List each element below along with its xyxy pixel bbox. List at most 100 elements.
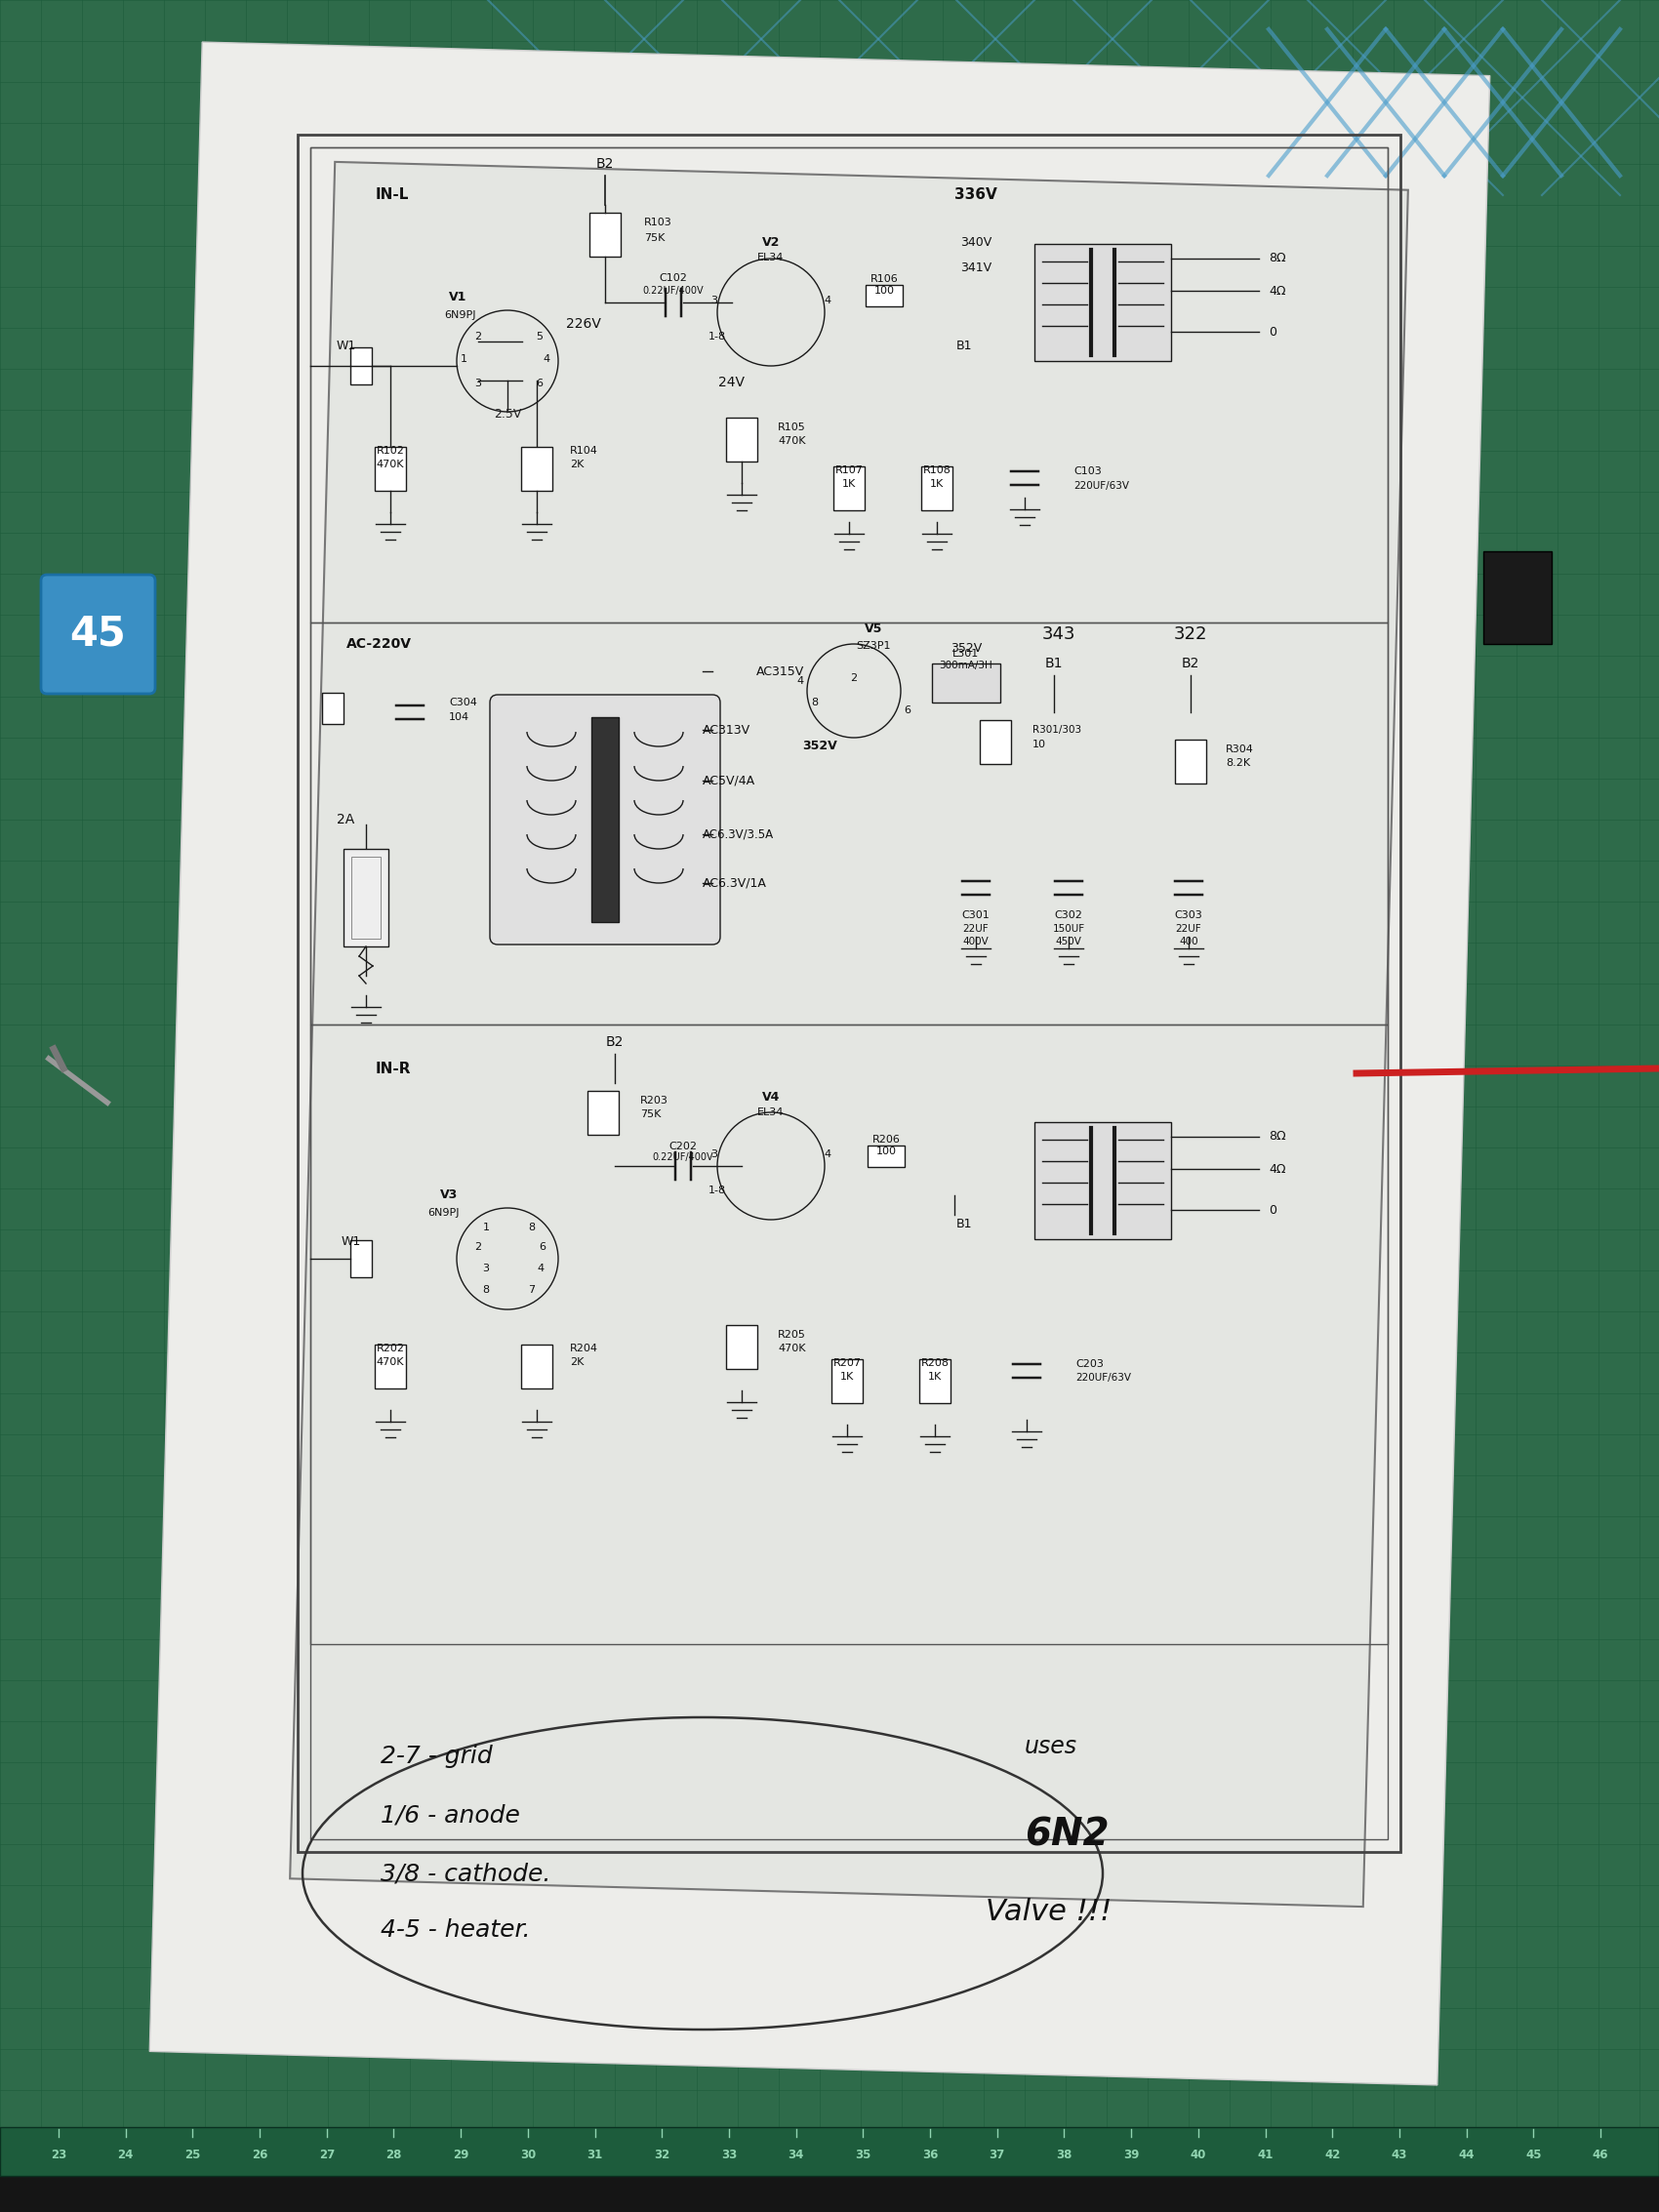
Bar <box>0 2128 1659 2212</box>
Text: 300mA/3H: 300mA/3H <box>939 661 992 670</box>
Text: 104: 104 <box>450 712 469 721</box>
Text: 470K: 470K <box>377 1358 405 1367</box>
Text: 352V: 352V <box>951 641 982 655</box>
Bar <box>591 717 619 922</box>
Text: 2: 2 <box>851 672 858 684</box>
Text: 46: 46 <box>1593 2148 1609 2161</box>
Text: 450V: 450V <box>1055 936 1082 947</box>
Text: R108: R108 <box>922 465 951 476</box>
FancyBboxPatch shape <box>489 695 720 945</box>
Text: 470K: 470K <box>377 460 405 469</box>
Text: 0.22UF/400V: 0.22UF/400V <box>642 285 703 296</box>
Text: 42: 42 <box>1324 2159 1340 2170</box>
Text: 39: 39 <box>1123 2166 1138 2177</box>
Text: 0: 0 <box>1269 325 1276 338</box>
Text: 36: 36 <box>922 2159 937 2170</box>
Text: 8: 8 <box>811 697 818 708</box>
Text: 33: 33 <box>722 2159 737 2170</box>
Text: 4: 4 <box>542 354 551 365</box>
Text: 32: 32 <box>654 2166 669 2177</box>
Bar <box>980 721 1010 763</box>
Text: 43: 43 <box>1392 2159 1407 2170</box>
Bar <box>1035 1121 1171 1239</box>
Bar <box>521 1345 552 1389</box>
Text: R203: R203 <box>640 1095 669 1106</box>
Polygon shape <box>290 161 1408 1907</box>
Text: 38: 38 <box>1057 2159 1072 2170</box>
Text: 28: 28 <box>387 2159 401 2170</box>
Bar <box>297 135 1400 1851</box>
Text: C301: C301 <box>962 911 990 920</box>
Text: 2: 2 <box>474 332 481 341</box>
Text: 1K: 1K <box>931 480 944 489</box>
Bar <box>0 2128 1659 2177</box>
Text: 4-5 - heater.: 4-5 - heater. <box>380 1918 531 1942</box>
Text: 336V: 336V <box>954 188 997 204</box>
Text: AC5V/4A: AC5V/4A <box>703 774 755 787</box>
Text: R103: R103 <box>644 217 672 228</box>
Text: 35: 35 <box>854 2148 871 2161</box>
Bar <box>866 285 902 307</box>
Text: R304: R304 <box>1226 745 1254 754</box>
Text: 322: 322 <box>1173 626 1208 644</box>
Text: 3: 3 <box>483 1263 489 1274</box>
Text: AC6.3V/3.5A: AC6.3V/3.5A <box>703 827 775 841</box>
Text: 2-7 - grid: 2-7 - grid <box>380 1745 493 1767</box>
Text: 39: 39 <box>1123 2159 1138 2170</box>
Text: 8Ω: 8Ω <box>1269 1130 1286 1144</box>
Text: 45: 45 <box>1526 2159 1541 2170</box>
Text: R208: R208 <box>921 1358 949 1367</box>
Text: 226V: 226V <box>566 316 601 332</box>
Text: R204: R204 <box>571 1343 599 1354</box>
Text: C103: C103 <box>1073 467 1102 476</box>
Text: 46: 46 <box>1593 2166 1608 2177</box>
Text: 45: 45 <box>1526 2166 1541 2177</box>
Text: 29: 29 <box>453 2148 469 2161</box>
Text: 24: 24 <box>118 2166 133 2177</box>
Text: C302: C302 <box>1055 911 1083 920</box>
Bar <box>1035 243 1171 361</box>
Text: 34: 34 <box>788 2166 803 2177</box>
Text: B2: B2 <box>606 1035 624 1048</box>
Text: 24: 24 <box>118 2159 133 2170</box>
Text: 26: 26 <box>252 2148 267 2161</box>
Text: Valve !!!: Valve !!! <box>985 1898 1112 1927</box>
Text: R301/303: R301/303 <box>1032 726 1082 734</box>
Bar <box>375 1345 406 1389</box>
Text: EL34: EL34 <box>758 1108 785 1117</box>
Text: C203: C203 <box>1075 1358 1103 1369</box>
Bar <box>587 1091 619 1135</box>
Text: 43: 43 <box>1392 2166 1407 2177</box>
Text: V4: V4 <box>761 1091 780 1104</box>
Bar <box>322 692 343 723</box>
Text: 2: 2 <box>474 1243 481 1252</box>
Text: 27: 27 <box>319 2148 335 2161</box>
Text: 40: 40 <box>1191 2166 1206 2177</box>
Text: 100: 100 <box>874 285 894 296</box>
Text: 24: 24 <box>118 2148 134 2161</box>
Text: EL34: EL34 <box>758 252 785 263</box>
Bar <box>921 467 952 511</box>
Text: AC315V: AC315V <box>757 666 805 677</box>
Text: C303: C303 <box>1175 911 1203 920</box>
Text: 31: 31 <box>587 2148 602 2161</box>
Bar <box>589 212 620 257</box>
Text: 41: 41 <box>1258 2166 1272 2177</box>
Bar <box>352 856 380 938</box>
Text: R106: R106 <box>869 274 898 283</box>
Text: 2K: 2K <box>571 1358 584 1367</box>
Text: 7: 7 <box>528 1285 536 1294</box>
Text: IN-L: IN-L <box>375 188 410 204</box>
Bar <box>919 1358 951 1402</box>
Text: 36: 36 <box>922 2148 937 2161</box>
Bar <box>727 1325 757 1369</box>
Text: 25: 25 <box>184 2148 201 2161</box>
Text: 37: 37 <box>990 2166 1005 2177</box>
Text: 340V: 340V <box>961 237 992 248</box>
Text: 220UF/63V: 220UF/63V <box>1075 1374 1131 1382</box>
Text: R206: R206 <box>873 1135 901 1144</box>
Text: 3: 3 <box>474 378 481 389</box>
Text: 1K: 1K <box>839 1371 854 1382</box>
Text: 31: 31 <box>587 2166 602 2177</box>
Text: 470K: 470K <box>778 1343 806 1354</box>
